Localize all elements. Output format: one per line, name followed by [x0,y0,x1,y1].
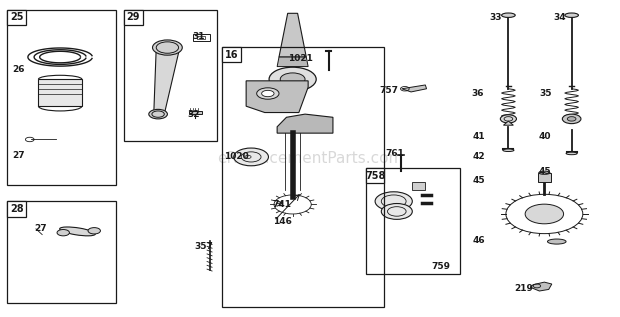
Text: 31: 31 [192,32,205,41]
Bar [7,10,116,185]
Polygon shape [246,81,308,113]
Text: 42: 42 [472,152,485,161]
Ellipse shape [547,239,566,244]
Bar [222,47,384,307]
Text: 35: 35 [539,89,552,98]
Text: 45: 45 [538,167,551,176]
Bar [189,111,202,114]
Circle shape [381,204,412,219]
Text: 46: 46 [472,236,485,245]
Text: 36: 36 [471,89,484,98]
Bar [197,36,205,39]
Ellipse shape [539,171,550,174]
Circle shape [562,114,581,124]
Text: 40: 40 [538,132,551,141]
Ellipse shape [566,152,577,155]
Ellipse shape [60,227,95,236]
Text: 32: 32 [187,110,200,119]
Polygon shape [402,85,427,92]
Text: 758: 758 [365,171,385,181]
Polygon shape [530,282,552,291]
Text: 27: 27 [12,151,25,160]
Bar [124,10,217,141]
Bar [7,201,116,303]
Bar [7,10,26,25]
Ellipse shape [153,40,182,55]
Circle shape [269,67,316,91]
Bar [366,168,384,183]
Text: 33: 33 [490,13,502,22]
Text: 29: 29 [126,12,140,22]
Bar [366,168,460,274]
Text: 741: 741 [273,200,292,209]
Circle shape [88,228,100,234]
Text: 25: 25 [10,12,24,22]
Text: eReplacementParts.com: eReplacementParts.com [217,151,403,166]
Polygon shape [279,13,306,57]
Text: 357: 357 [195,242,213,251]
Text: 27: 27 [34,224,46,233]
Bar [7,201,26,217]
Circle shape [257,88,279,99]
Ellipse shape [502,13,515,17]
Text: 1021: 1021 [288,54,313,63]
Text: 1020: 1020 [224,152,249,161]
Text: 41: 41 [472,132,485,141]
Polygon shape [503,121,513,125]
Bar [222,47,241,62]
Polygon shape [154,48,180,114]
Circle shape [57,230,69,236]
Circle shape [525,204,564,224]
Circle shape [567,117,576,121]
Ellipse shape [565,13,578,17]
Text: 28: 28 [10,204,24,214]
Bar [193,34,210,41]
Polygon shape [277,114,333,133]
Text: 45: 45 [472,176,485,185]
Ellipse shape [149,109,167,119]
Text: 34: 34 [554,13,566,22]
Text: 759: 759 [431,262,450,271]
Circle shape [262,90,274,97]
Circle shape [375,192,412,211]
Circle shape [500,115,516,123]
Text: 16: 16 [224,49,238,60]
Text: 757: 757 [379,86,399,95]
Text: 146: 146 [273,217,291,226]
Circle shape [234,148,268,166]
Polygon shape [277,57,308,67]
Bar [124,10,143,25]
Text: 26: 26 [12,65,25,74]
Ellipse shape [503,149,514,152]
Bar [412,182,425,190]
Text: 761: 761 [386,149,404,158]
Bar [538,173,551,182]
Circle shape [280,73,305,86]
Bar [38,79,82,106]
Text: 219: 219 [515,284,533,293]
